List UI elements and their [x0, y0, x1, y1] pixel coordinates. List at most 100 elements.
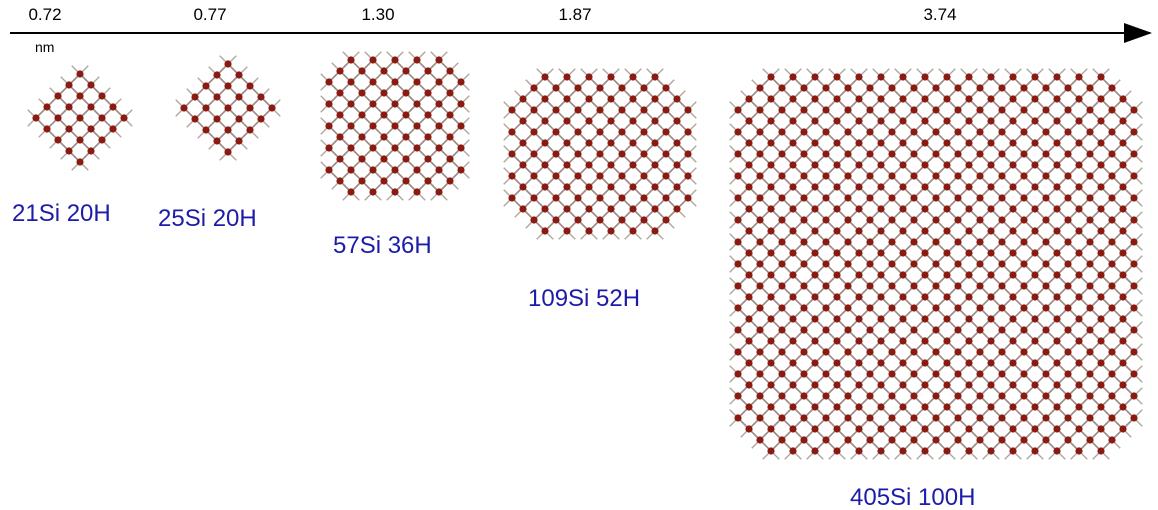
si-atom	[1020, 392, 1027, 399]
si-atom	[1031, 227, 1038, 234]
si-atom	[530, 150, 537, 157]
si-atom	[800, 106, 807, 113]
si-atom	[347, 144, 354, 151]
si-atom	[1042, 326, 1049, 333]
si-atom	[745, 139, 752, 146]
si-atom	[1086, 150, 1093, 157]
si-atom	[965, 425, 972, 432]
si-atom	[1075, 95, 1082, 102]
si-atom	[745, 293, 752, 300]
si-atom	[734, 282, 741, 289]
si-atom	[943, 117, 950, 124]
si-atom	[877, 183, 884, 190]
si-atom	[435, 188, 442, 195]
si-atom	[563, 161, 570, 168]
si-atom	[413, 78, 420, 85]
si-atom	[921, 315, 928, 322]
si-atom	[629, 117, 636, 124]
si-atom	[976, 304, 983, 311]
si-atom	[767, 139, 774, 146]
si-atom	[888, 436, 895, 443]
si-atom	[745, 315, 752, 322]
si-atom	[1009, 337, 1016, 344]
si-atom	[325, 144, 332, 151]
si-atom	[976, 326, 983, 333]
si-atom	[932, 392, 939, 399]
si-atom	[541, 227, 548, 234]
si-atom	[756, 326, 763, 333]
si-atom	[347, 188, 354, 195]
si-atom	[1031, 403, 1038, 410]
si-atom	[965, 117, 972, 124]
si-atom	[563, 73, 570, 80]
si-atom	[684, 172, 691, 179]
si-atom	[932, 436, 939, 443]
si-atom	[833, 425, 840, 432]
composition-label: 21Si 20H	[12, 200, 111, 227]
si-atom	[910, 238, 917, 245]
si-atom	[910, 194, 917, 201]
si-atom	[756, 150, 763, 157]
si-atom	[921, 183, 928, 190]
si-atom	[1053, 359, 1060, 366]
si-atom	[1108, 172, 1115, 179]
si-atom	[910, 216, 917, 223]
si-atom	[246, 82, 253, 89]
si-atom	[1130, 150, 1137, 157]
si-atom	[508, 106, 515, 113]
si-atom	[745, 271, 752, 278]
si-atom	[1097, 447, 1104, 454]
si-atom	[325, 78, 332, 85]
si-atom	[76, 92, 83, 99]
si-atom	[822, 172, 829, 179]
si-atom	[1130, 392, 1137, 399]
si-atom	[1075, 425, 1082, 432]
si-atom	[998, 326, 1005, 333]
si-atom	[413, 122, 420, 129]
si-atom	[844, 392, 851, 399]
si-atom	[1064, 172, 1071, 179]
si-atom	[180, 104, 187, 111]
si-atom	[888, 172, 895, 179]
si-atom	[965, 337, 972, 344]
si-atom	[976, 260, 983, 267]
si-atom	[1086, 348, 1093, 355]
si-atom	[574, 194, 581, 201]
si-atom	[888, 150, 895, 157]
si-atom	[413, 56, 420, 63]
si-atom	[789, 293, 796, 300]
si-atom	[1086, 238, 1093, 245]
si-atom	[811, 359, 818, 366]
si-atom	[811, 425, 818, 432]
si-atom	[855, 425, 862, 432]
si-atom	[1064, 106, 1071, 113]
si-atom	[1075, 293, 1082, 300]
si-atom	[976, 172, 983, 179]
si-atom	[800, 326, 807, 333]
si-atom	[800, 216, 807, 223]
si-atom	[921, 117, 928, 124]
si-atom	[789, 315, 796, 322]
si-atom	[998, 370, 1005, 377]
si-atom	[987, 183, 994, 190]
si-atom	[987, 403, 994, 410]
si-atom	[552, 172, 559, 179]
si-atom	[987, 249, 994, 256]
si-atom	[767, 359, 774, 366]
si-atom	[778, 326, 785, 333]
si-atom	[1119, 403, 1126, 410]
si-atom	[76, 70, 83, 77]
si-atom	[767, 293, 774, 300]
si-atom	[43, 125, 50, 132]
si-atom	[1053, 381, 1060, 388]
si-atom	[1031, 161, 1038, 168]
si-atom	[833, 95, 840, 102]
si-atom	[965, 161, 972, 168]
si-atom	[651, 205, 658, 212]
si-atom	[866, 216, 873, 223]
si-atom	[811, 337, 818, 344]
si-atom	[987, 161, 994, 168]
si-atom	[789, 73, 796, 80]
si-atom	[1119, 95, 1126, 102]
si-atom	[662, 84, 669, 91]
